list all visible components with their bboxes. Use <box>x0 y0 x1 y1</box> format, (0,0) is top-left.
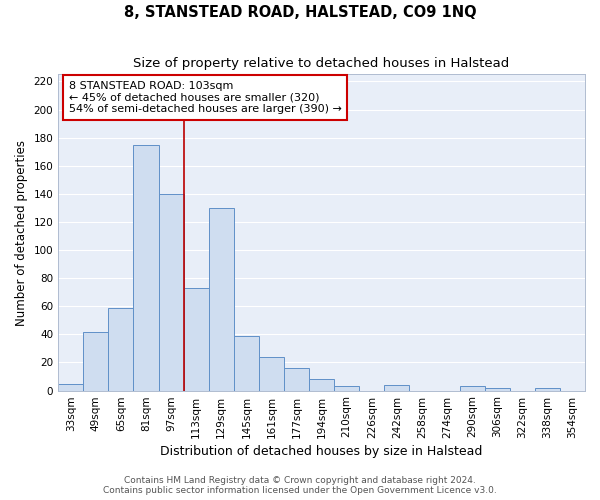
Bar <box>535 388 560 390</box>
Bar <box>460 386 485 390</box>
Bar <box>133 144 158 390</box>
Bar <box>284 368 309 390</box>
Y-axis label: Number of detached properties: Number of detached properties <box>15 140 28 326</box>
Bar <box>83 332 109 390</box>
Bar <box>485 388 510 390</box>
Bar <box>58 384 83 390</box>
Bar <box>334 386 359 390</box>
Bar <box>309 380 334 390</box>
Bar <box>184 288 209 390</box>
Text: 8 STANSTEAD ROAD: 103sqm
← 45% of detached houses are smaller (320)
54% of semi-: 8 STANSTEAD ROAD: 103sqm ← 45% of detach… <box>69 81 341 114</box>
Text: Contains HM Land Registry data © Crown copyright and database right 2024.
Contai: Contains HM Land Registry data © Crown c… <box>103 476 497 495</box>
X-axis label: Distribution of detached houses by size in Halstead: Distribution of detached houses by size … <box>160 444 483 458</box>
Bar <box>385 385 409 390</box>
Bar <box>259 357 284 390</box>
Bar <box>209 208 234 390</box>
Bar <box>158 194 184 390</box>
Text: 8, STANSTEAD ROAD, HALSTEAD, CO9 1NQ: 8, STANSTEAD ROAD, HALSTEAD, CO9 1NQ <box>124 5 476 20</box>
Bar <box>234 336 259 390</box>
Bar <box>109 308 133 390</box>
Title: Size of property relative to detached houses in Halstead: Size of property relative to detached ho… <box>133 58 510 70</box>
